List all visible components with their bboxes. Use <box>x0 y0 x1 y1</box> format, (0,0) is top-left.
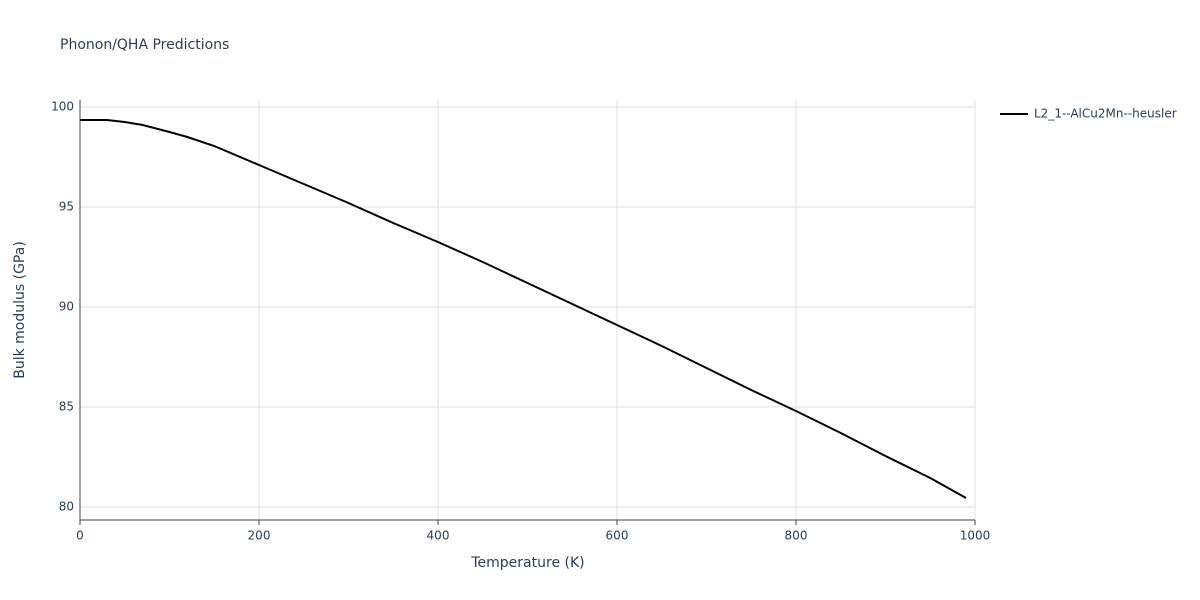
y-tick-label: 90 <box>59 300 74 314</box>
y-tick-label: 100 <box>51 100 74 114</box>
x-tick-label: 400 <box>427 529 450 543</box>
x-tick-label: 1000 <box>960 529 991 543</box>
y-tick-label: 85 <box>59 400 74 414</box>
y-tick-label: 80 <box>59 500 74 514</box>
x-tick-label: 0 <box>76 529 84 543</box>
chart-title: Phonon/QHA Predictions <box>60 37 229 53</box>
y-axis-title: Bulk modulus (GPa) <box>12 241 28 379</box>
legend-label: L2_1--AlCu2Mn--heusler <box>1034 107 1177 121</box>
x-axis-title: Temperature (K) <box>470 555 584 571</box>
y-tick-label: 95 <box>59 200 74 214</box>
x-tick-label: 600 <box>606 529 629 543</box>
x-tick-label: 200 <box>248 529 271 543</box>
data-line <box>80 119 967 499</box>
x-tick-label: 800 <box>785 529 808 543</box>
